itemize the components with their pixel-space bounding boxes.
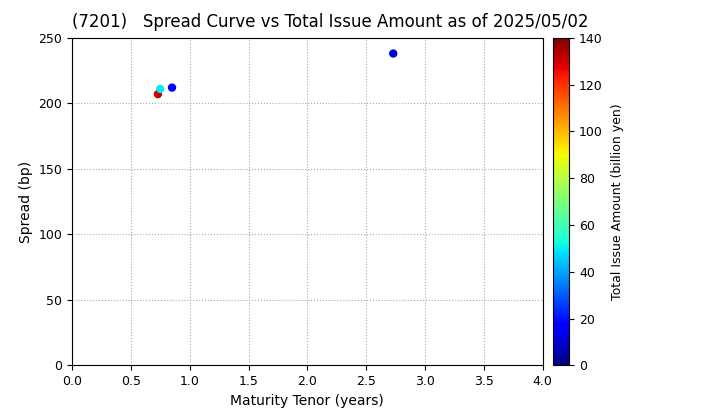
Point bbox=[166, 84, 178, 91]
Point bbox=[155, 86, 166, 92]
Y-axis label: Spread (bp): Spread (bp) bbox=[19, 160, 33, 243]
Text: (7201)   Spread Curve vs Total Issue Amount as of 2025/05/02: (7201) Spread Curve vs Total Issue Amoun… bbox=[72, 13, 588, 31]
Point bbox=[152, 91, 163, 97]
Point bbox=[387, 50, 399, 57]
Y-axis label: Total Issue Amount (billion yen): Total Issue Amount (billion yen) bbox=[611, 103, 624, 300]
X-axis label: Maturity Tenor (years): Maturity Tenor (years) bbox=[230, 394, 384, 408]
